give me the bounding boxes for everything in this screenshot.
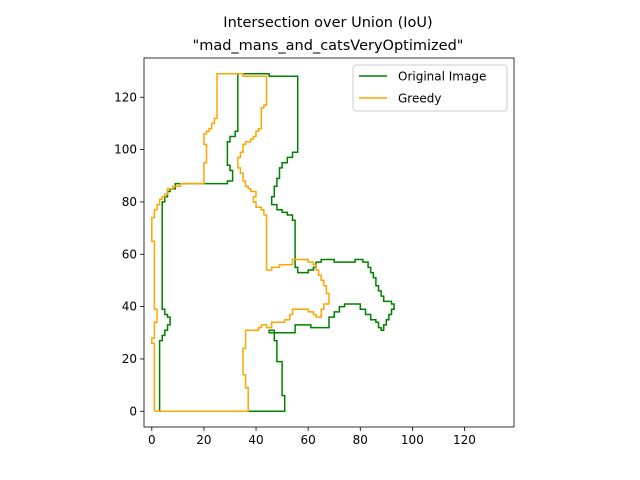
y-tick-label: 100 (114, 143, 137, 157)
x-tick-label: 120 (453, 433, 476, 447)
y-tick-label: 80 (122, 195, 137, 209)
legend-label-0: Original Image (398, 70, 486, 84)
series-layer (151, 72, 395, 413)
legend-label-1: Greedy (398, 92, 441, 106)
x-tick-label: 20 (196, 433, 211, 447)
legend-frame (352, 64, 508, 112)
x-tick-label: 0 (148, 433, 156, 447)
chart-subtitle: "mad_mans_and_catsVeryOptimized" (193, 38, 464, 54)
x-tick-label: 100 (401, 433, 424, 447)
x-tick-label: 60 (301, 433, 316, 447)
series-line-0 (158, 72, 395, 413)
x-tick-label: 80 (353, 433, 368, 447)
y-tick-label: 40 (122, 300, 137, 314)
plot-frame (143, 57, 515, 428)
axes: 0 20 40 60 80 100 120 0 20 40 60 80 100 120 (114, 57, 515, 447)
y-tick-label: 20 (122, 352, 137, 366)
chart-title: Intersection over Union (IoU) (223, 15, 432, 31)
y-tick-label: 0 (129, 404, 137, 418)
series-line-1 (151, 72, 330, 413)
y-tick-label: 120 (114, 90, 137, 104)
legend: Original Image Greedy (352, 64, 508, 112)
x-tick-label: 40 (248, 433, 263, 447)
y-tick-label: 60 (122, 247, 137, 261)
